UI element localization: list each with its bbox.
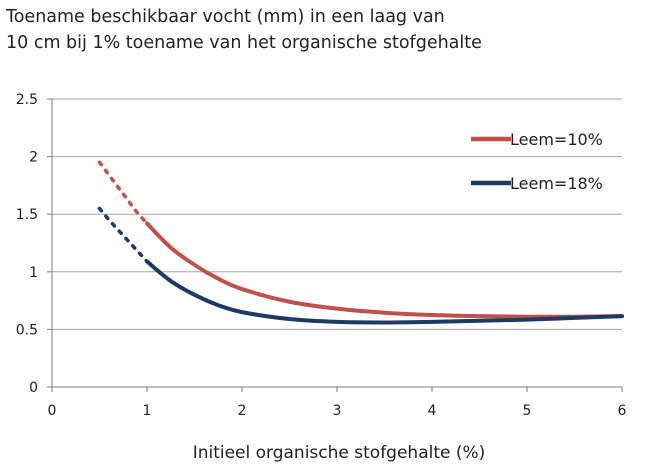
y-tick-label: 1.5 bbox=[16, 207, 38, 223]
y-tick-label: 1 bbox=[29, 265, 38, 281]
x-tick-label: 0 bbox=[48, 403, 57, 419]
x-tick-label: 4 bbox=[428, 403, 437, 419]
series-lines bbox=[97, 160, 624, 325]
x-tick-labels: 0 1 2 3 4 5 6 bbox=[48, 403, 627, 419]
series-dotted-leem-18 bbox=[97, 206, 149, 264]
legend-label: Leem=18% bbox=[510, 174, 603, 193]
series-dotted-leem-10 bbox=[97, 160, 149, 226]
y-tick-labels: 0 0.5 1 1.5 2 2.5 bbox=[16, 92, 38, 396]
x-tick-label: 2 bbox=[238, 403, 247, 419]
legend: Leem=10% Leem=18% bbox=[471, 130, 603, 193]
y-tick-label: 0.5 bbox=[16, 322, 38, 338]
series-line-leem-10 bbox=[145, 221, 624, 319]
y-tick-label: 0 bbox=[29, 380, 38, 396]
x-tick-label: 1 bbox=[143, 403, 152, 419]
axes bbox=[51, 99, 623, 392]
chart-title-line-2: 10 cm bij 1% toename van het organische … bbox=[6, 33, 482, 53]
gridlines bbox=[47, 98, 622, 388]
x-axis-label: Initieel organische stofgehalte (%) bbox=[193, 443, 486, 463]
x-tick-label: 5 bbox=[523, 403, 532, 419]
legend-label: Leem=10% bbox=[510, 130, 603, 149]
y-tick-label: 2 bbox=[29, 150, 38, 166]
x-tick-label: 6 bbox=[618, 403, 627, 419]
chart-title: Toename beschikbaar vocht (mm) in een la… bbox=[6, 4, 482, 56]
series-line-leem-18 bbox=[145, 259, 624, 325]
x-tick-label: 3 bbox=[333, 403, 342, 419]
y-tick-label: 2.5 bbox=[16, 92, 38, 108]
chart-title-line-1: Toename beschikbaar vocht (mm) in een la… bbox=[6, 7, 445, 27]
